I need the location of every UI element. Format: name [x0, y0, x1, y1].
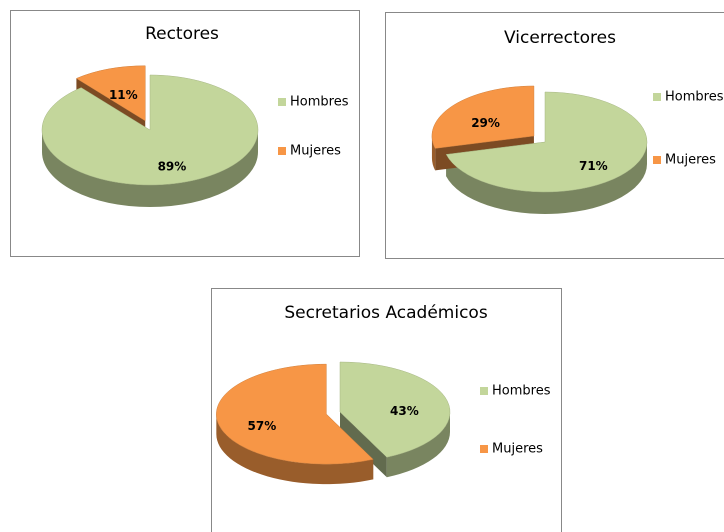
- legend-swatch: [278, 147, 286, 155]
- data-label: 43%: [390, 404, 419, 418]
- data-label: 57%: [248, 419, 277, 433]
- pie-slice: [445, 91, 648, 193]
- data-label: 71%: [579, 159, 608, 173]
- pie-slice: [75, 65, 146, 122]
- data-label: 29%: [471, 116, 500, 130]
- chart-title: Vicerrectores: [504, 28, 616, 48]
- data-label: 89%: [158, 160, 187, 174]
- legend-swatch: [480, 445, 488, 453]
- legend-label: Mujeres: [492, 442, 543, 457]
- legend-label: Mujeres: [290, 144, 341, 159]
- pie-slice: [216, 363, 374, 465]
- legend-label: Mujeres: [665, 153, 716, 168]
- legend-swatch: [653, 156, 661, 164]
- pie-slice-side: [216, 414, 374, 485]
- legend-swatch: [480, 387, 488, 395]
- chart-title: Secretarios Académicos: [284, 303, 488, 323]
- legend-swatch: [653, 93, 661, 101]
- legend-label: Hombres: [492, 384, 551, 399]
- pie-slice-side: [386, 412, 450, 478]
- pie-slice-side: [340, 412, 387, 478]
- pie-slice: [41, 74, 259, 186]
- legend-label: Hombres: [290, 95, 349, 110]
- pie-slice-side: [42, 130, 258, 207]
- chart-title: Rectores: [145, 24, 219, 44]
- legend-swatch: [278, 98, 286, 106]
- data-label: 11%: [109, 88, 138, 102]
- legend-label: Hombres: [665, 90, 724, 105]
- pie-slice-side: [446, 142, 647, 214]
- pie-slice-side: [431, 135, 436, 171]
- pie-slice: [431, 85, 535, 149]
- pie-slice: [339, 361, 451, 458]
